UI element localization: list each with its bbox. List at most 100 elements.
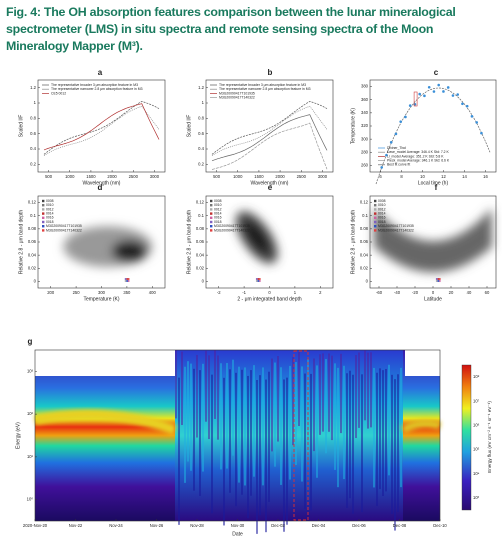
legend-text: 0012	[378, 207, 386, 211]
spectrogram-stripe	[199, 370, 201, 496]
y-axis-label: Temperature (K)	[350, 108, 356, 144]
spectrogram-stripe	[181, 351, 183, 426]
y-tick-label: 0.02	[196, 265, 205, 270]
temperature-point	[380, 166, 384, 169]
y-tick-label: 0.06	[196, 239, 205, 244]
spectrogram-stripe	[208, 355, 210, 440]
spectrogram-stripe	[289, 365, 291, 480]
temperature-point	[446, 86, 450, 89]
panel-label: g	[28, 337, 33, 346]
x-tick-label: 2	[319, 290, 322, 295]
x-tick-label: 2500	[297, 174, 307, 179]
y-tick-label: 0.1	[362, 213, 368, 218]
data-gap	[405, 350, 440, 376]
spectrogram-stripe	[373, 367, 375, 488]
lms-point	[127, 278, 130, 280]
colorbar-tick-label: 10⁶	[473, 423, 480, 428]
legend-text: 0008	[214, 199, 222, 203]
spectrum-curve	[43, 105, 160, 156]
spectrogram-stripe	[220, 363, 222, 470]
colorbar-tick-label: 10⁵	[473, 447, 480, 452]
legend-text: Dave_model Average: 346.4 K Std: 7.2 K	[387, 150, 450, 154]
y-axis-label: Scaled I/F	[186, 115, 192, 138]
y-tick-label: 0.04	[28, 252, 37, 257]
plot-frame	[205, 79, 334, 173]
x-tick-label: 8	[400, 174, 403, 179]
spectrogram-stripe	[274, 362, 276, 467]
lms-point	[257, 280, 260, 282]
lms-point	[124, 280, 127, 282]
temperature-point	[442, 90, 445, 93]
legend-text: M3G20090417T140322	[219, 95, 255, 99]
y-tick-label: 0.2	[198, 161, 204, 166]
legend-text: The representative broader 3 μm absorpti…	[219, 83, 306, 87]
temperature-point	[465, 104, 469, 108]
y-axis-label: Energy (eV)	[15, 422, 21, 449]
y-axis-label: Relative 2.8 - μm band depth	[18, 210, 24, 275]
legend-swatch	[374, 204, 377, 207]
y-tick-label: 0.12	[196, 200, 205, 205]
spectrogram-stripe	[325, 359, 327, 454]
y-tick-label: 0	[202, 279, 205, 284]
y-tick-label: 0.1	[198, 213, 204, 218]
y-tick-label: 0	[34, 279, 37, 284]
spectrogram-stripe	[388, 364, 390, 476]
spectrogram-stripe	[367, 352, 369, 429]
colorbar-tick-label: 10⁴	[473, 471, 480, 476]
legend-swatch	[210, 199, 213, 203]
spectrogram-stripe	[319, 354, 321, 435]
x-tick-label: 200	[47, 290, 55, 295]
legend-text: Best fit curve fit	[387, 163, 410, 167]
x-tick-label: 2020-Nov-20	[23, 523, 48, 528]
y-tick-label: 300	[361, 136, 369, 141]
panel-label: e	[268, 183, 273, 192]
x-tick-label: 0	[268, 290, 271, 295]
panel-label: c	[434, 68, 439, 77]
density-cloud	[374, 208, 492, 273]
legend-swatch	[42, 212, 45, 215]
lms-point	[438, 278, 441, 280]
legend-swatch	[210, 216, 213, 219]
legend-swatch	[374, 229, 377, 232]
y-tick-label: 0.1	[30, 213, 36, 218]
x-tick-label: Dec-04	[312, 523, 326, 528]
spectrogram-stripe	[292, 356, 294, 446]
legend-text: M3G20090417T101935	[219, 91, 255, 95]
legend-text: M3G20090417T140322	[378, 228, 414, 232]
legend-swatch	[210, 208, 213, 211]
spectrogram-stripe	[343, 365, 345, 480]
x-tick-label: Nov-22	[69, 523, 83, 528]
temperature-point	[451, 94, 455, 97]
legend-text: 0010	[46, 203, 54, 207]
legend-text: 0008	[378, 199, 386, 203]
spectrogram-stripe	[235, 372, 237, 507]
y-tick-label: 380	[361, 84, 369, 89]
legend-swatch	[374, 225, 377, 228]
y-tick-label: 0.04	[196, 252, 205, 257]
y-tick-label: 10²	[27, 411, 34, 416]
spectrogram-stripe	[190, 363, 192, 471]
spectrogram-stripe	[397, 374, 399, 512]
legend-text: M3G20090417T101935	[214, 224, 250, 228]
spectrogram-stripe	[187, 361, 189, 462]
spectrogram-stripe	[334, 363, 336, 470]
spectrogram-stripe	[193, 368, 195, 491]
density-cloud	[235, 211, 278, 264]
x-tick-label: 300	[98, 290, 106, 295]
y-tick-label: 0.8	[30, 115, 36, 120]
spectrogram-stripe	[232, 359, 234, 456]
spectrogram-stripe	[352, 374, 354, 514]
y-axis-label: Relative 2.8 - μm band depth	[350, 210, 356, 275]
temperature-point	[427, 85, 431, 89]
y-tick-label: 1.2	[198, 85, 204, 90]
spectrogram-stripe	[301, 366, 303, 482]
legend-text: 0018	[214, 220, 222, 224]
x-tick-label: Dec-02	[271, 523, 285, 528]
spectrogram-stripe	[247, 375, 249, 519]
x-tick-label: 2000	[275, 174, 285, 179]
legend-swatch	[42, 204, 45, 207]
spectrogram-stripe	[277, 356, 279, 442]
legend-text: Diviner_Tbol	[387, 146, 406, 150]
lms-point	[258, 278, 261, 280]
